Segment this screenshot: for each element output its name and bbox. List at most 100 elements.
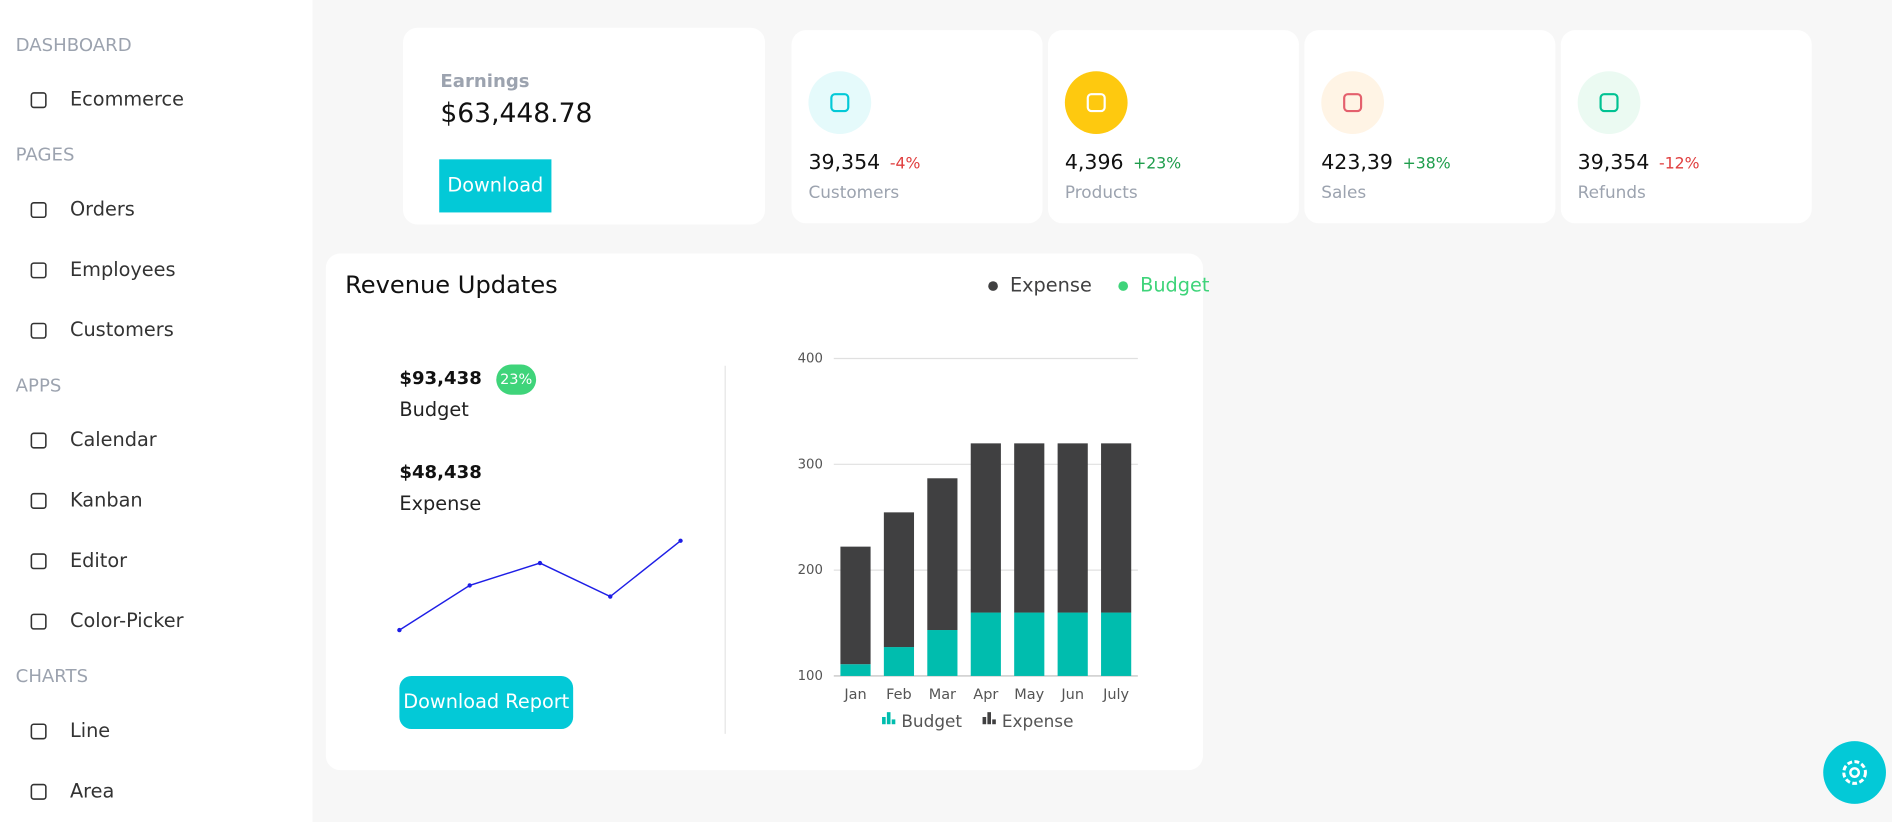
nav-icon — [30, 613, 47, 630]
section-title: PAGES — [16, 145, 75, 166]
legend-icon — [882, 716, 886, 725]
nav-item[interactable]: Ecommerce — [70, 88, 184, 111]
nav-icon — [30, 262, 47, 279]
stat-icon-glyph — [1599, 93, 1619, 113]
stat-icon-glyph — [1343, 93, 1363, 113]
section-title: CHARTS — [16, 666, 88, 687]
sparkline-point — [678, 538, 683, 543]
legend-label: Expense — [1010, 274, 1092, 297]
bar-segment — [1101, 612, 1132, 676]
sidebar — [0, 0, 313, 822]
settings-button[interactable] — [1823, 741, 1886, 804]
stat-value: 423,39 — [1321, 150, 1393, 174]
sparkline-point — [608, 594, 613, 599]
legend-label: Expense — [1002, 711, 1074, 731]
stat-label: Sales — [1321, 182, 1366, 202]
budget-badge-label: 23% — [500, 372, 532, 388]
legend-icon — [987, 712, 992, 725]
nav-item[interactable]: Editor — [70, 549, 127, 572]
nav-item[interactable]: Employees — [70, 258, 176, 281]
stat-label: Products — [1065, 182, 1138, 202]
x-tick-label: Feb — [886, 687, 912, 703]
budget-label: Budget — [399, 398, 469, 421]
nav-icon — [30, 201, 47, 219]
nav-item[interactable]: Orders — [70, 198, 135, 221]
bar-segment — [840, 664, 871, 676]
nav-item[interactable]: Customers — [70, 318, 174, 341]
download-button[interactable] — [439, 159, 552, 213]
nav-item[interactable]: Color-Picker — [70, 609, 184, 632]
stat-icon — [1321, 71, 1385, 134]
nav-item[interactable]: Calendar — [70, 428, 157, 451]
x-tick-label: May — [1014, 687, 1044, 703]
stat-change: +38% — [1403, 154, 1451, 173]
bar-segment — [1057, 443, 1088, 613]
bar-segment — [927, 630, 958, 676]
legend-label: Budget — [901, 711, 962, 731]
sparkline-point — [397, 627, 402, 633]
legend-icon — [982, 716, 987, 725]
bar-segment — [840, 546, 871, 665]
legend-icon — [886, 712, 891, 725]
expense-amount: $48,438 — [399, 462, 481, 483]
bar-segment — [970, 443, 1001, 613]
x-tick-label: Jun — [1060, 687, 1084, 703]
stat-icon — [1064, 71, 1128, 134]
legend-icon — [891, 719, 896, 725]
nav-icon — [30, 783, 47, 800]
nav-item[interactable]: Line — [70, 719, 110, 742]
nav-icon — [30, 723, 47, 740]
bar-segment — [883, 647, 915, 676]
sparkline-point — [537, 560, 543, 566]
nav-item[interactable]: Kanban — [70, 488, 143, 511]
section-title: DASHBOARD — [16, 35, 132, 56]
stat-value: 39,354 — [808, 150, 880, 174]
stat-change: +23% — [1133, 154, 1181, 173]
stat-icon — [808, 71, 872, 134]
revenue-title: Revenue Updates — [345, 271, 558, 299]
x-tick-label: Mar — [929, 687, 956, 703]
x-tick-label: Apr — [973, 687, 998, 703]
earnings-label: Earnings — [440, 71, 529, 92]
settings-glyph-center — [1849, 767, 1861, 778]
stat-icon — [1577, 71, 1641, 134]
nav-icon — [30, 492, 47, 509]
section-title: APPS — [16, 375, 62, 396]
nav-item[interactable]: Area — [70, 779, 114, 802]
y-tick-label: 100 — [798, 669, 823, 684]
stat-label: Customers — [808, 182, 899, 202]
stat-value: 4,396 — [1065, 150, 1124, 174]
nav-icon — [30, 432, 47, 449]
bar-segment — [1101, 443, 1132, 613]
legend-dot — [988, 281, 998, 291]
legend-icon — [992, 719, 996, 725]
nav-icon — [30, 92, 47, 109]
y-tick-label: 200 — [798, 563, 823, 578]
legend-label: Budget — [1140, 274, 1210, 297]
stat-icon-glyph — [830, 93, 850, 113]
bar-segment — [1014, 443, 1045, 613]
x-tick-label: Jan — [843, 687, 866, 703]
stat-label: Refunds — [1578, 182, 1646, 202]
bar-segment — [927, 478, 958, 631]
settings-glyph — [1842, 760, 1867, 785]
x-tick-label: July — [1102, 687, 1129, 703]
stat-change: -12% — [1659, 154, 1700, 173]
nav-icon — [30, 322, 47, 339]
bar-segment — [970, 612, 1001, 676]
download-button-label[interactable]: Download — [447, 173, 543, 196]
download-report-button[interactable] — [399, 675, 574, 730]
expense-label: Expense — [399, 492, 481, 515]
bar-segment — [883, 512, 915, 648]
stat-value: 39,354 — [1578, 150, 1650, 174]
y-tick-label: 300 — [798, 457, 823, 472]
nav-icon — [30, 553, 47, 570]
sparkline-point — [467, 583, 472, 588]
y-tick-label: 400 — [798, 351, 823, 366]
stat-change: -4% — [890, 154, 921, 173]
stat-icon-glyph — [1086, 93, 1106, 113]
download-report-label[interactable]: Download Report — [403, 690, 569, 713]
bar-segment — [1014, 612, 1045, 676]
